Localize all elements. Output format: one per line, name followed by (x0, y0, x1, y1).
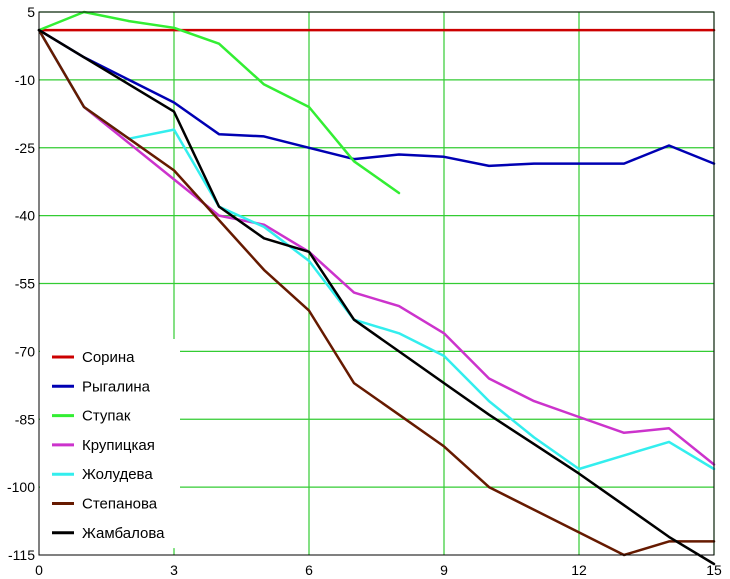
x-tick-label-5: 15 (706, 562, 722, 578)
legend-label-0: Сорина (82, 349, 135, 366)
legend-label-6: Жамбалова (82, 525, 165, 542)
axes: 0 3 6 9 12 15 5 -10 -25 -40 -55 -70 -85 -100 -115 (7, 4, 722, 578)
series-line-1 (37, 28, 716, 168)
legend-label-2: Ступак (82, 408, 131, 425)
y-tick-label-2: -25 (15, 140, 35, 156)
series-lines (37, 10, 716, 566)
x-tick-label-2: 6 (305, 562, 313, 578)
x-tick-label-1: 3 (170, 562, 178, 578)
legend: Сорина Рыгалина Ступак Крупицкая Жолудева Сте… (40, 339, 180, 549)
y-tick-label-1: -10 (15, 72, 35, 88)
y-tick-label-4: -55 (15, 276, 35, 292)
legend-label-1: Рыгалина (82, 378, 151, 395)
series-line-3 (37, 28, 716, 466)
y-tick-label-5: -70 (15, 343, 35, 359)
plot-frame (38, 11, 715, 556)
y-tick-label-7: -100 (7, 479, 35, 495)
series-line-2 (37, 10, 401, 195)
series-line-4 (37, 28, 716, 471)
series-line-6 (37, 28, 716, 566)
y-tick-label-3: -40 (15, 208, 35, 224)
x-tick-label-4: 12 (571, 562, 587, 578)
y-tick-label-6: -85 (15, 411, 35, 427)
series-line-5 (37, 28, 716, 557)
x-tick-label-0: 0 (35, 562, 43, 578)
x-tick-label-3: 9 (440, 562, 448, 578)
legend-label-4: Жолудева (82, 466, 153, 483)
y-tick-label-8: -115 (8, 547, 35, 563)
legend-label-3: Крупицкая (82, 437, 155, 454)
legend-label-5: Степанова (82, 496, 158, 513)
y-tick-label-0: 5 (27, 4, 35, 20)
